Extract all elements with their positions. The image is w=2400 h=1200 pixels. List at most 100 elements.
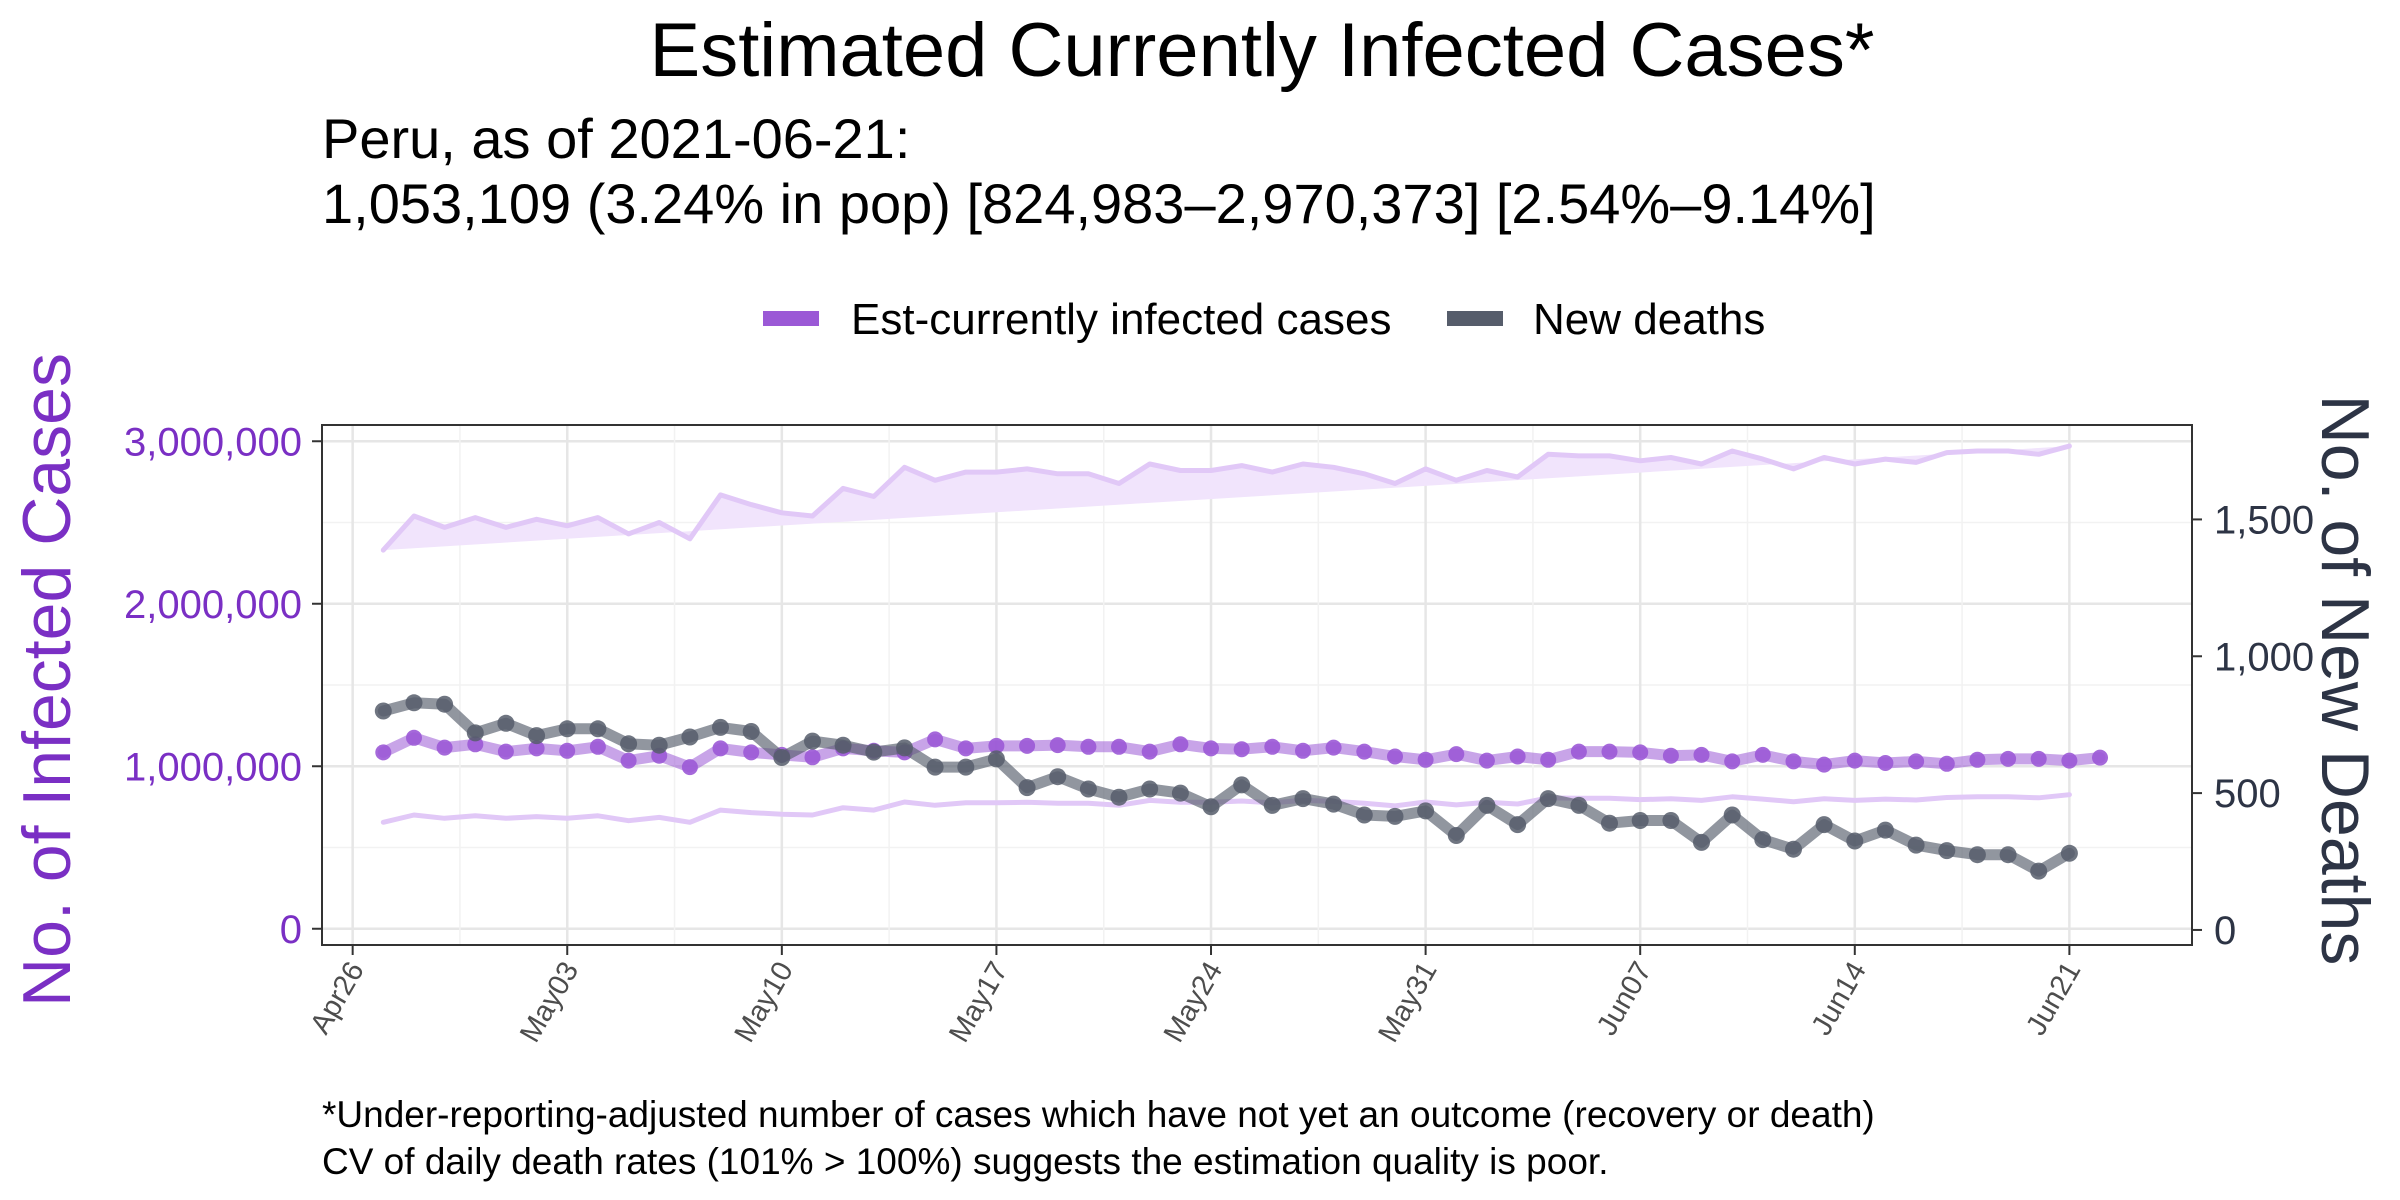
point-infected-31 [1325, 739, 1342, 756]
point-deaths-12 [742, 723, 760, 740]
series-line-deaths [377, 697, 2075, 877]
x-tick-label-8: Jun21 [2020, 957, 2087, 1041]
y-right-tick-label-2: 1,000 [2214, 635, 2314, 679]
point-infected-29 [1264, 738, 1281, 755]
point-infected-12 [743, 744, 760, 761]
x-tick-label-2: May10 [729, 957, 800, 1048]
point-infected-1 [406, 729, 422, 746]
point-infected-26 [1172, 736, 1189, 753]
x-tick-label-7: Jun14 [1806, 957, 1873, 1041]
x-tick-label-6: Jun07 [1591, 957, 1658, 1041]
y-axis-left-title: No. of Infected Cases [9, 353, 85, 1007]
point-deaths-14 [804, 732, 821, 750]
point-infected-21 [1019, 737, 1036, 754]
x-tick-label-1: May03 [514, 957, 585, 1048]
point-deaths-28 [1233, 776, 1251, 794]
point-infected-7 [589, 738, 606, 755]
point-deaths-11 [712, 718, 729, 736]
point-deaths-4 [497, 714, 515, 732]
point-deaths-8 [620, 735, 638, 753]
point-infected-42 [1662, 747, 1679, 764]
point-infected-39 [1570, 743, 1587, 760]
caption-line2: CV of daily death rates (101% > 100%) su… [322, 1141, 1608, 1182]
point-infected-38 [1540, 751, 1557, 768]
point-deaths-13 [773, 749, 791, 766]
point-deaths-41 [1631, 812, 1649, 829]
point-infected-8 [620, 752, 637, 769]
point-infected-41 [1632, 744, 1649, 761]
point-deaths-15 [834, 736, 852, 754]
point-deaths-35 [1447, 827, 1465, 844]
point-deaths-9 [650, 736, 668, 754]
point-infected-37 [1509, 748, 1526, 765]
point-infected-50 [1908, 753, 1925, 770]
point-deaths-42 [1662, 812, 1680, 829]
point-infected-25 [1141, 743, 1158, 760]
point-deaths-30 [1294, 790, 1312, 808]
point-deaths-16 [865, 743, 883, 761]
point-deaths-44 [1723, 806, 1741, 824]
point-infected-51 [1938, 755, 1955, 772]
point-deaths-52 [1968, 846, 1986, 864]
point-infected-43 [1693, 746, 1710, 763]
point-deaths-23 [1079, 780, 1097, 798]
point-deaths-10 [681, 728, 699, 746]
point-infected-0 [375, 744, 392, 761]
point-deaths-20 [987, 750, 1005, 768]
legend-label-deaths: New deaths [1533, 295, 1765, 344]
point-deaths-3 [466, 724, 484, 742]
point-deaths-19 [957, 758, 975, 776]
y-axis-right-title: No. of New Deaths [2307, 395, 2383, 966]
y-left-tick-label-2: 2,000,000 [124, 583, 302, 627]
point-infected-5 [528, 740, 545, 757]
chart-title: Estimated Currently Infected Cases* [650, 8, 1875, 93]
point-infected-49 [1877, 755, 1894, 771]
point-deaths-48 [1846, 832, 1864, 850]
chart-subtitle-line1: Peru, as of 2021-06-21: [322, 107, 910, 170]
point-deaths-49 [1876, 821, 1894, 839]
point-deaths-7 [589, 720, 607, 738]
point-infected-28 [1233, 741, 1250, 758]
y-left-tick-label-0: 0 [280, 908, 302, 952]
point-infected-54 [2030, 750, 2047, 767]
point-deaths-18 [926, 758, 944, 776]
y-right-tick-label-0: 0 [2214, 909, 2236, 953]
point-deaths-29 [1263, 796, 1281, 814]
point-infected-30 [1295, 742, 1311, 759]
point-deaths-47 [1815, 816, 1833, 834]
plot-area: 0 1,000,000 2,000,000 3,000,000 0 500 1,000 1,5… [124, 420, 2314, 1048]
point-deaths-45 [1754, 831, 1772, 849]
point-infected-35 [1448, 746, 1465, 763]
series-line-upper-bound [380, 443, 2072, 553]
legend: Est-currently infected cases New deaths [763, 295, 1765, 344]
point-infected-10 [681, 759, 698, 776]
point-infected-34 [1417, 751, 1434, 768]
point-deaths-26 [1171, 784, 1189, 802]
point-infected-56 [2092, 749, 2108, 766]
point-infected-20 [988, 737, 1005, 754]
point-deaths-51 [1938, 842, 1956, 860]
plot-border [321, 424, 2193, 946]
confidence-band [383, 446, 2070, 551]
point-infected-11 [712, 740, 729, 757]
point-infected-47 [1816, 756, 1833, 773]
point-deaths-31 [1325, 795, 1343, 813]
point-infected-18 [927, 731, 944, 748]
x-tick-label-0: Apr26 [304, 957, 370, 1040]
point-deaths-22 [1049, 768, 1067, 786]
point-infected-4 [497, 743, 514, 760]
point-deaths-55 [2060, 844, 2078, 862]
point-infected-2 [436, 739, 453, 756]
point-infected-14 [804, 749, 821, 766]
x-tick-label-3: May17 [943, 957, 1014, 1048]
point-deaths-43 [1693, 833, 1710, 851]
point-infected-27 [1203, 740, 1219, 757]
point-deaths-40 [1601, 814, 1618, 832]
point-deaths-17 [896, 739, 913, 757]
x-tick-label-4: May24 [1158, 957, 1229, 1048]
point-infected-24 [1111, 738, 1127, 755]
point-infected-40 [1601, 743, 1618, 760]
point-infected-48 [1846, 752, 1863, 769]
chart-subtitle-line2: 1,053,109 (3.24% in pop) [824,983–2,970,… [322, 172, 1876, 235]
